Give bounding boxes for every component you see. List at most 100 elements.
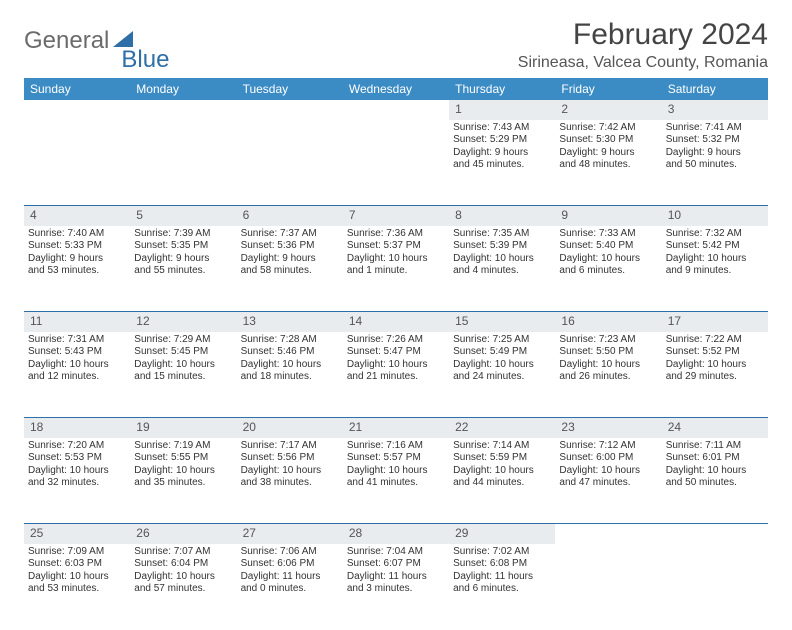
sunset-text: Sunset: 5:33 PM [28, 240, 126, 253]
daylight-text: Daylight: 10 hours [134, 571, 232, 584]
weekday-header: Thursday [449, 78, 555, 100]
sunrise-text: Sunrise: 7:06 AM [241, 546, 339, 559]
daylight-text: and 9 minutes. [666, 265, 764, 278]
day-cell: Sunrise: 7:43 AMSunset: 5:29 PMDaylight:… [449, 120, 555, 206]
day-number: 6 [237, 206, 343, 226]
sunrise-text: Sunrise: 7:35 AM [453, 228, 551, 241]
daylight-text: Daylight: 10 hours [666, 465, 764, 478]
day-number: 23 [555, 418, 661, 438]
daylight-text: and 53 minutes. [28, 265, 126, 278]
daylight-text: and 53 minutes. [28, 583, 126, 596]
sunrise-text: Sunrise: 7:39 AM [134, 228, 232, 241]
sunset-text: Sunset: 5:30 PM [559, 134, 657, 147]
daylight-text: and 47 minutes. [559, 477, 657, 490]
sunset-text: Sunset: 5:35 PM [134, 240, 232, 253]
page-title: February 2024 [518, 18, 768, 52]
day-cell [24, 120, 130, 206]
detail-row: Sunrise: 7:40 AMSunset: 5:33 PMDaylight:… [24, 226, 768, 312]
sunset-text: Sunset: 6:01 PM [666, 452, 764, 465]
day-number: 22 [449, 418, 555, 438]
weekday-header: Wednesday [343, 78, 449, 100]
day-cell: Sunrise: 7:20 AMSunset: 5:53 PMDaylight:… [24, 438, 130, 524]
sunrise-text: Sunrise: 7:23 AM [559, 334, 657, 347]
day-number: 7 [343, 206, 449, 226]
daylight-text: and 58 minutes. [241, 265, 339, 278]
day-cell: Sunrise: 7:26 AMSunset: 5:47 PMDaylight:… [343, 332, 449, 418]
daylight-text: and 45 minutes. [453, 159, 551, 172]
day-number: 14 [343, 312, 449, 332]
sunrise-text: Sunrise: 7:37 AM [241, 228, 339, 241]
sunset-text: Sunset: 5:45 PM [134, 346, 232, 359]
day-cell: Sunrise: 7:19 AMSunset: 5:55 PMDaylight:… [130, 438, 236, 524]
logo: General Blue [24, 18, 169, 64]
day-cell: Sunrise: 7:07 AMSunset: 6:04 PMDaylight:… [130, 544, 236, 630]
day-number [662, 524, 768, 544]
sunset-text: Sunset: 6:04 PM [134, 558, 232, 571]
daylight-text: Daylight: 9 hours [453, 147, 551, 160]
daylight-text: and 3 minutes. [347, 583, 445, 596]
daylight-text: and 18 minutes. [241, 371, 339, 384]
day-number: 11 [24, 312, 130, 332]
day-number [24, 100, 130, 120]
day-number: 18 [24, 418, 130, 438]
daylight-text: Daylight: 11 hours [347, 571, 445, 584]
day-number [237, 100, 343, 120]
daylight-text: Daylight: 10 hours [666, 359, 764, 372]
weekday-header: Saturday [662, 78, 768, 100]
daylight-text: and 57 minutes. [134, 583, 232, 596]
day-number: 29 [449, 524, 555, 544]
sunset-text: Sunset: 5:50 PM [559, 346, 657, 359]
day-cell: Sunrise: 7:32 AMSunset: 5:42 PMDaylight:… [662, 226, 768, 312]
daylight-text: Daylight: 10 hours [453, 465, 551, 478]
day-number: 24 [662, 418, 768, 438]
daylight-text: Daylight: 10 hours [347, 465, 445, 478]
sunset-text: Sunset: 5:29 PM [453, 134, 551, 147]
sunrise-text: Sunrise: 7:20 AM [28, 440, 126, 453]
day-cell: Sunrise: 7:39 AMSunset: 5:35 PMDaylight:… [130, 226, 236, 312]
day-cell: Sunrise: 7:35 AMSunset: 5:39 PMDaylight:… [449, 226, 555, 312]
daylight-text: Daylight: 10 hours [28, 571, 126, 584]
day-cell [555, 544, 661, 630]
day-number: 20 [237, 418, 343, 438]
sunset-text: Sunset: 6:06 PM [241, 558, 339, 571]
sunrise-text: Sunrise: 7:33 AM [559, 228, 657, 241]
daylight-text: Daylight: 10 hours [241, 359, 339, 372]
day-cell: Sunrise: 7:28 AMSunset: 5:46 PMDaylight:… [237, 332, 343, 418]
day-cell: Sunrise: 7:41 AMSunset: 5:32 PMDaylight:… [662, 120, 768, 206]
daylight-text: Daylight: 10 hours [559, 465, 657, 478]
daylight-text: and 21 minutes. [347, 371, 445, 384]
header: General Blue February 2024 Sirineasa, Va… [24, 18, 768, 72]
sunrise-text: Sunrise: 7:40 AM [28, 228, 126, 241]
sunset-text: Sunset: 5:39 PM [453, 240, 551, 253]
day-cell: Sunrise: 7:17 AMSunset: 5:56 PMDaylight:… [237, 438, 343, 524]
day-number: 5 [130, 206, 236, 226]
day-cell: Sunrise: 7:14 AMSunset: 5:59 PMDaylight:… [449, 438, 555, 524]
daylight-text: Daylight: 9 hours [28, 253, 126, 266]
sunrise-text: Sunrise: 7:41 AM [666, 122, 764, 135]
daylight-text: and 29 minutes. [666, 371, 764, 384]
daylight-text: and 1 minute. [347, 265, 445, 278]
day-cell [130, 120, 236, 206]
day-cell: Sunrise: 7:06 AMSunset: 6:06 PMDaylight:… [237, 544, 343, 630]
sunset-text: Sunset: 5:42 PM [666, 240, 764, 253]
daylight-text: Daylight: 10 hours [559, 253, 657, 266]
day-cell: Sunrise: 7:31 AMSunset: 5:43 PMDaylight:… [24, 332, 130, 418]
sunset-text: Sunset: 6:03 PM [28, 558, 126, 571]
daylight-text: Daylight: 10 hours [559, 359, 657, 372]
day-cell: Sunrise: 7:02 AMSunset: 6:08 PMDaylight:… [449, 544, 555, 630]
detail-row: Sunrise: 7:20 AMSunset: 5:53 PMDaylight:… [24, 438, 768, 524]
daylight-text: Daylight: 9 hours [666, 147, 764, 160]
day-cell: Sunrise: 7:36 AMSunset: 5:37 PMDaylight:… [343, 226, 449, 312]
sunrise-text: Sunrise: 7:25 AM [453, 334, 551, 347]
sunrise-text: Sunrise: 7:31 AM [28, 334, 126, 347]
daylight-text: Daylight: 10 hours [666, 253, 764, 266]
sunset-text: Sunset: 5:40 PM [559, 240, 657, 253]
day-cell [343, 120, 449, 206]
logo-text-general: General [24, 27, 109, 55]
daylight-text: and 26 minutes. [559, 371, 657, 384]
day-number: 1 [449, 100, 555, 120]
sunrise-text: Sunrise: 7:26 AM [347, 334, 445, 347]
day-number: 27 [237, 524, 343, 544]
daylight-text: and 55 minutes. [134, 265, 232, 278]
sunset-text: Sunset: 5:46 PM [241, 346, 339, 359]
